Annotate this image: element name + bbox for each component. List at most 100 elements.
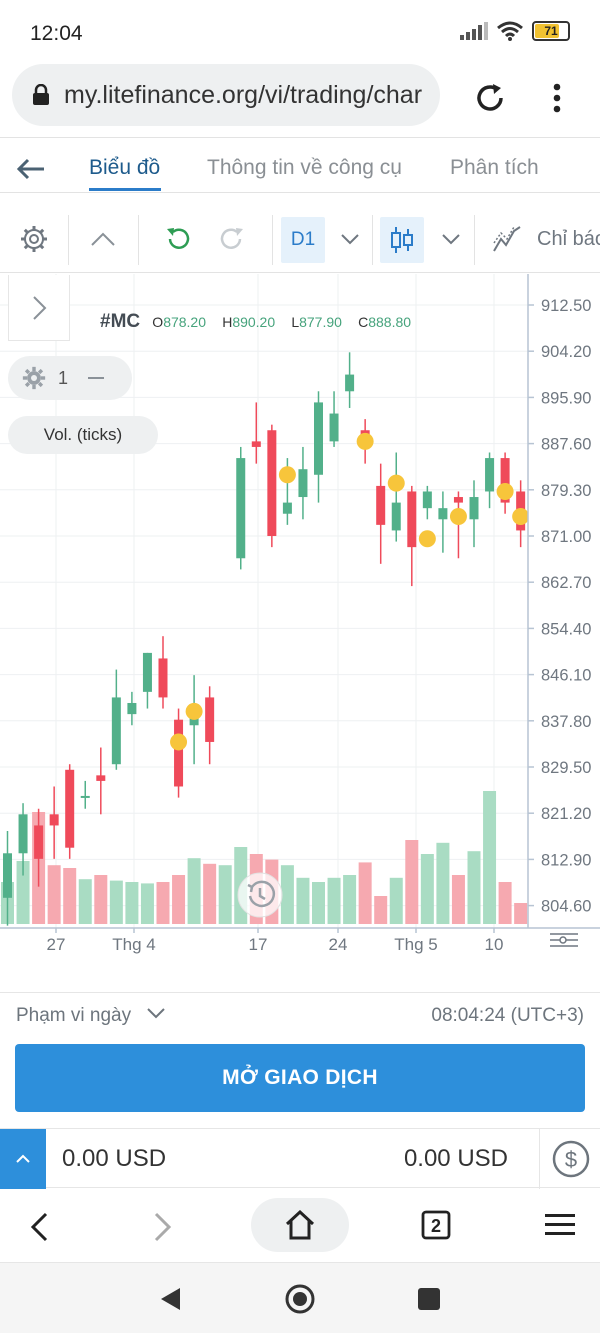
indicator-settings-pill[interactable]	[8, 356, 132, 400]
time-tick-label: Thg 5	[394, 935, 437, 954]
volume-bar	[358, 862, 372, 924]
signal-icon	[460, 22, 488, 40]
candle-body	[485, 458, 495, 492]
open-key: O	[152, 314, 164, 330]
price-tick-label: 812.90	[541, 851, 591, 869]
event-marker	[170, 733, 188, 751]
svg-text:$: $	[565, 1147, 577, 1172]
server-clock: 08:04:24 (UTC+3)	[431, 1005, 584, 1026]
event-marker	[418, 530, 436, 548]
status-time: 12:04	[30, 22, 83, 45]
system-back-icon[interactable]	[158, 1286, 182, 1312]
symbol-legend: #MC O878.20 H890.20 L877.90 C888.80	[100, 311, 423, 333]
wifi-icon	[497, 21, 523, 41]
back-arrow-icon[interactable]	[16, 158, 46, 180]
volume-bar	[125, 882, 139, 924]
forward-icon[interactable]	[152, 1212, 174, 1242]
back-icon[interactable]	[28, 1212, 50, 1242]
price-tick-label: 846.10	[541, 667, 591, 685]
lock-icon	[33, 84, 49, 105]
volume-bar	[296, 877, 310, 924]
redo-icon[interactable]	[216, 225, 246, 253]
price-tick-label: 829.50	[541, 759, 591, 777]
candle-body	[500, 458, 510, 503]
time-tick-label: 10	[485, 935, 504, 954]
candlestick-chart[interactable]: 912.50 904.20 895.90 887.60 879.30 871.00 862.…	[0, 274, 600, 954]
volume-bar	[172, 875, 186, 924]
side-panel-toggle[interactable]	[8, 275, 70, 341]
gear-icon[interactable]	[22, 366, 46, 390]
home-icon	[285, 1210, 315, 1240]
system-home-icon[interactable]	[284, 1283, 316, 1315]
home-button[interactable]	[251, 1198, 349, 1252]
open-trade-button[interactable]: MỞ GIAO DỊCH	[15, 1044, 585, 1112]
axis-settings-icon[interactable]	[550, 933, 578, 947]
chevron-down-icon[interactable]	[340, 233, 360, 245]
toolbar-divider	[138, 215, 139, 265]
tab-switcher-icon[interactable]: 2	[421, 1210, 451, 1240]
low-value: 877.90	[299, 314, 342, 330]
toolbar-divider	[68, 215, 69, 265]
toolbar-divider	[272, 215, 273, 265]
volume-bar	[436, 842, 450, 924]
candle-body	[314, 402, 323, 475]
chevron-down-icon[interactable]	[146, 1007, 166, 1019]
candle-body	[158, 658, 168, 698]
chart-area[interactable]: 912.50 904.20 895.90 887.60 879.30 871.00 862.…	[0, 274, 600, 954]
candle-body	[3, 853, 12, 898]
history-icon	[247, 880, 276, 908]
price-tick-label: 862.70	[541, 574, 591, 592]
volume-bar	[312, 882, 325, 924]
volume-bar	[16, 861, 30, 924]
candle-body	[34, 825, 44, 859]
indicators-icon[interactable]	[492, 225, 522, 253]
candle-body	[345, 374, 355, 392]
tab-instrument-info[interactable]: Thông tin về công cụ	[207, 156, 402, 179]
system-recents-icon[interactable]	[418, 1288, 440, 1310]
tab-analysis[interactable]: Phân tích	[450, 156, 539, 179]
volume-bar	[203, 863, 217, 924]
chart-type-button[interactable]	[380, 217, 424, 263]
volume-bar	[514, 903, 528, 924]
url-bar[interactable]: my.litefinance.org/vi/trading/char	[12, 64, 440, 126]
time-axis-bg	[0, 928, 600, 954]
system-nav-bar	[0, 1262, 600, 1333]
candle-body	[111, 697, 121, 765]
date-range-selector[interactable]: Phạm vi ngày	[16, 1005, 132, 1026]
minus-icon[interactable]	[88, 376, 104, 380]
timeframe-button[interactable]: D1	[281, 217, 325, 263]
reload-icon[interactable]	[470, 78, 510, 118]
gear-icon[interactable]	[20, 225, 48, 253]
volume-bar	[156, 882, 170, 924]
event-marker	[512, 508, 530, 526]
chevron-right-icon	[33, 296, 47, 320]
chevron-up-icon[interactable]	[90, 231, 116, 247]
candle-body	[267, 430, 277, 536]
volume-bar	[374, 896, 388, 924]
balance-divider	[539, 1129, 540, 1189]
indicators-button[interactable]: Chỉ báo	[537, 228, 600, 250]
chevron-down-icon[interactable]	[441, 233, 461, 245]
volume-indicator-pill[interactable]: Vol. (ticks)	[8, 416, 158, 454]
hamburger-menu-icon[interactable]	[545, 1214, 575, 1236]
volume-bar	[218, 865, 232, 924]
tab-count: 2	[431, 1216, 441, 1236]
url-text: my.litefinance.org/vi/trading/char	[64, 80, 423, 109]
volume-bar	[420, 854, 434, 924]
candle-body	[174, 719, 184, 787]
chevron-up-icon	[16, 1154, 30, 1163]
volume-bar	[389, 877, 403, 924]
volume-bar	[94, 875, 108, 924]
event-marker	[278, 466, 296, 484]
candle-body	[80, 795, 90, 798]
price-tick-label: 887.60	[541, 436, 591, 454]
expand-panel-button[interactable]	[0, 1129, 46, 1189]
dollar-icon[interactable]: $	[551, 1139, 591, 1179]
candle-body	[49, 814, 59, 826]
tab-chart[interactable]: Biểu đồ	[89, 156, 161, 179]
more-menu-icon[interactable]	[540, 78, 574, 118]
candle-body	[438, 508, 448, 520]
volume-bar	[498, 882, 512, 924]
volume-bar	[343, 875, 357, 924]
undo-icon[interactable]	[164, 225, 194, 253]
